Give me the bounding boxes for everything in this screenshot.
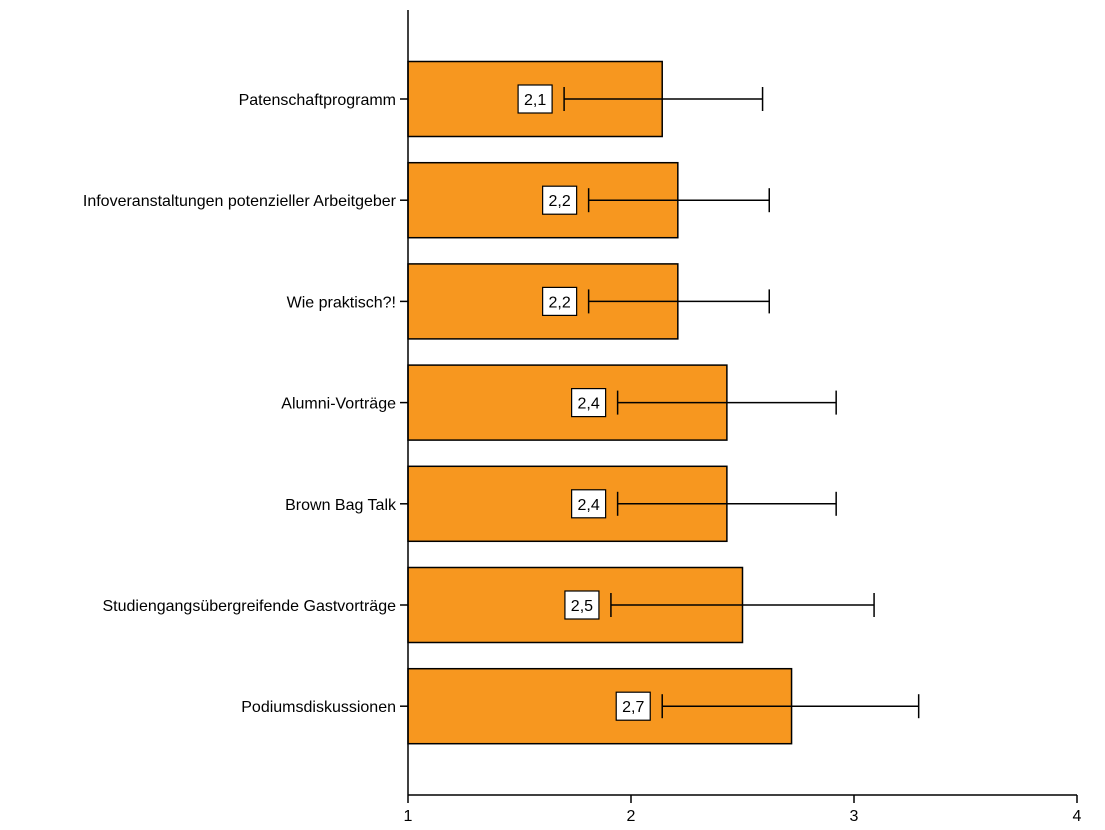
category-label: Infoveranstaltungen potenzieller Arbeitg… <box>83 193 397 210</box>
x-tick-label: 4 <box>1073 808 1082 825</box>
value-label: 2,4 <box>577 396 599 413</box>
category-label: Wie praktisch?! <box>287 294 396 311</box>
category-label: Studiengangsübergreifende Gastvorträge <box>102 598 396 615</box>
tick-labels-layer: 1 2 3 4 <box>404 808 1082 825</box>
category-label: Podiumsdiskussionen <box>241 699 396 716</box>
value-label: 2,1 <box>524 92 546 109</box>
value-label-box <box>564 590 600 620</box>
value-label-box <box>542 286 578 316</box>
value-label-box <box>542 185 578 215</box>
value-label: 2,2 <box>549 294 571 311</box>
x-tick-label: 1 <box>404 808 413 825</box>
value-label-box <box>517 84 553 114</box>
value-labels-layer: 2,1 2,2 2,2 2,4 2,4 2,5 2,7 <box>517 84 651 721</box>
axes-layer <box>400 10 1078 803</box>
x-tick-label: 3 <box>850 808 859 825</box>
value-label-box <box>571 489 607 519</box>
category-label: Patenschaftprogramm <box>239 92 396 109</box>
value-label: 2,2 <box>549 193 571 210</box>
value-label-box <box>615 691 651 721</box>
x-tick-label: 2 <box>627 808 636 825</box>
value-label: 2,4 <box>577 497 599 514</box>
value-label: 2,5 <box>571 598 593 615</box>
value-label: 2,7 <box>622 699 644 716</box>
category-labels-layer: Patenschaftprogramm Infoveranstaltungen p… <box>83 92 397 716</box>
value-label-box <box>571 388 607 418</box>
category-label: Alumni-Vorträge <box>281 396 396 413</box>
error-bars-layer <box>563 87 920 719</box>
category-label: Brown Bag Talk <box>285 497 397 514</box>
